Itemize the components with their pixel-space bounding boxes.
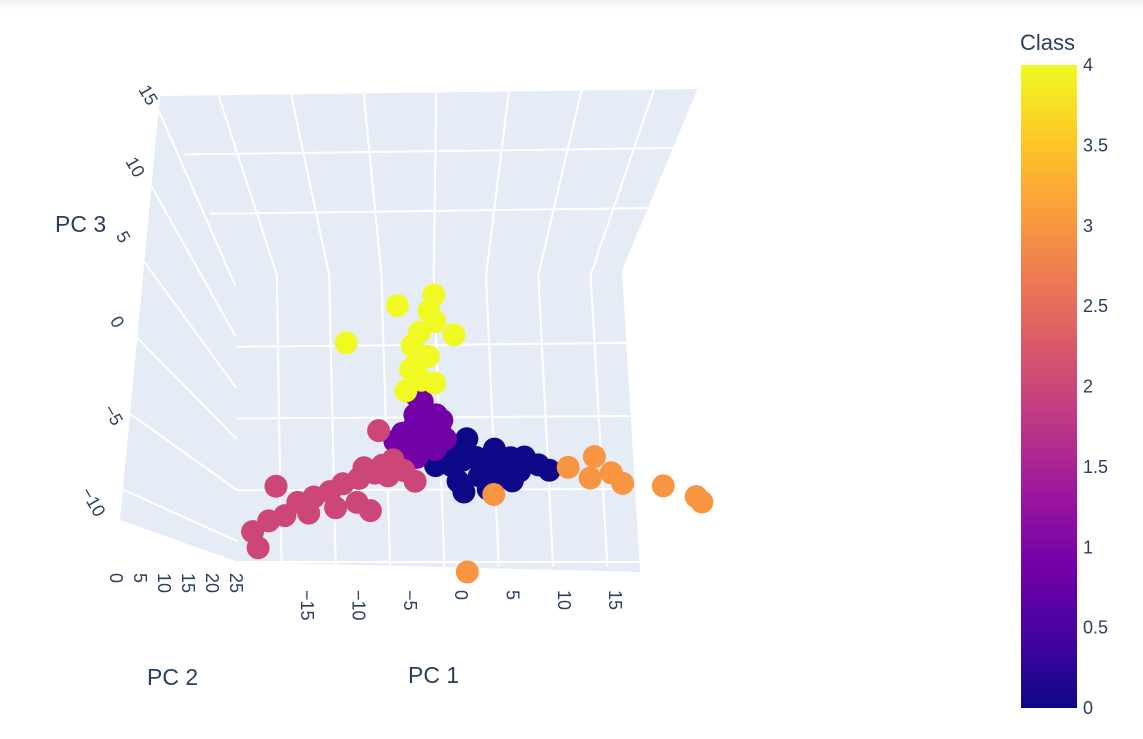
z-tick-label: 15 [135, 81, 162, 108]
data-point-class-4 [442, 323, 466, 347]
x-tick-label: 15 [605, 590, 625, 610]
colorbar-tick-label: 1.5 [1083, 457, 1108, 477]
data-point-class-4 [423, 371, 447, 395]
back-grid-x [485, 90, 510, 276]
back-grid-x [217, 93, 278, 276]
x-tick-label: 10 [554, 590, 574, 610]
back-grid-x [589, 88, 656, 276]
data-point-class-3 [651, 474, 675, 498]
data-point-class-0 [455, 427, 479, 451]
data-point-class-2 [324, 496, 348, 520]
x-tick-label: 0 [451, 590, 471, 600]
data-point-class-0 [452, 480, 476, 504]
floor-grid-depth [237, 488, 636, 492]
data-point-class-3 [556, 455, 580, 479]
data-point-class-2 [358, 499, 382, 523]
data-point-class-3 [578, 466, 602, 490]
data-point-class-0 [482, 437, 506, 461]
left-wall [120, 95, 238, 562]
colorbar-tick-label: 3 [1083, 216, 1093, 236]
data-point-class-0 [500, 469, 524, 493]
y-tick-label: 20 [202, 573, 222, 593]
axis-title-y: PC 2 [147, 664, 198, 690]
data-point-class-2 [367, 419, 391, 443]
y-tick-label: 15 [178, 573, 198, 593]
data-point-class-3 [690, 490, 714, 514]
x-tick-label: −5 [400, 590, 420, 611]
floor-grid-x [589, 274, 609, 567]
left-grid-z [150, 185, 237, 337]
data-point-class-0 [464, 445, 488, 469]
x-tick-label: −10 [348, 590, 368, 621]
y-tick-label: 5 [130, 573, 150, 583]
data-point-class-1 [403, 403, 427, 427]
left-grid-z [143, 261, 237, 389]
back-grid-h [209, 207, 648, 215]
data-point-class-0 [440, 454, 464, 478]
data-point-class-1 [383, 429, 407, 453]
data-points [241, 283, 714, 584]
z-tick-label: −5 [99, 401, 127, 429]
colorbar-ticks: 0 0.5 1 1.5 2 2.5 3 3.5 4 [1083, 55, 1108, 718]
y-tick-label: 10 [154, 573, 174, 593]
colorbar-title: Class [1020, 30, 1075, 55]
colorbar-tick-label: 2 [1083, 377, 1093, 397]
data-point-class-0 [424, 454, 448, 478]
z-tick-label: −10 [77, 484, 110, 520]
left-grid-z [122, 488, 239, 543]
data-point-class-1 [423, 438, 447, 461]
colorbar-gradient [1021, 65, 1077, 708]
data-point-class-3 [611, 471, 635, 495]
z-tick-label: 10 [122, 153, 149, 180]
data-point-class-2 [297, 501, 321, 525]
x-tick-label: 5 [502, 590, 522, 600]
floor-grid-depth [235, 342, 627, 348]
z-tick-label: 5 [112, 228, 134, 247]
colorbar-tick-label: 0.5 [1083, 618, 1108, 638]
colorbar-tick-label: 3.5 [1083, 135, 1108, 155]
floor-grid-x [537, 274, 555, 567]
data-point-class-0 [537, 458, 561, 482]
colorbar-tick-label: 4 [1083, 55, 1093, 75]
data-point-class-4 [385, 294, 409, 318]
y-tick-label: 25 [226, 573, 246, 593]
data-point-class-3 [482, 483, 506, 506]
data-point-class-4 [334, 331, 358, 355]
x-tick-label: −15 [297, 590, 317, 621]
colorbar: Class 0 0.5 1 1.5 2 2.5 3 3.5 4 [1020, 30, 1108, 718]
data-point-class-2 [376, 464, 400, 488]
data-point-class-4 [394, 379, 418, 403]
y-tick-label: 0 [106, 573, 126, 583]
colorbar-tick-label: 0 [1083, 698, 1093, 718]
data-point-class-3 [582, 445, 606, 469]
left-grid-z [129, 412, 238, 492]
floor-grid-x [485, 274, 500, 567]
data-point-class-1 [430, 408, 454, 432]
axis-title-z: PC 3 [55, 211, 106, 237]
data-point-class-2 [264, 474, 288, 498]
back-grid-x [432, 91, 438, 276]
back-wall [160, 88, 698, 275]
back-grid-x [537, 89, 583, 276]
colorbar-tick-label: 2.5 [1083, 296, 1108, 316]
axis-title-x: PC 1 [408, 662, 459, 688]
data-point-class-4 [406, 350, 430, 374]
back-grid-h [184, 147, 673, 156]
z-tick-label: 0 [106, 313, 128, 332]
back-grid-x [362, 92, 383, 276]
back-grid-x [289, 93, 331, 276]
data-point-class-2 [246, 536, 270, 560]
data-point-class-3 [455, 560, 479, 584]
back-grid-h [159, 87, 699, 96]
left-grid-z [136, 337, 238, 440]
left-grid-z [157, 109, 237, 286]
data-point-class-4 [422, 283, 446, 307]
floor-grid-x [380, 274, 392, 567]
data-point-class-2 [352, 456, 376, 480]
colorbar-tick-label: 1 [1083, 537, 1093, 557]
top-bar [0, 0, 1143, 10]
